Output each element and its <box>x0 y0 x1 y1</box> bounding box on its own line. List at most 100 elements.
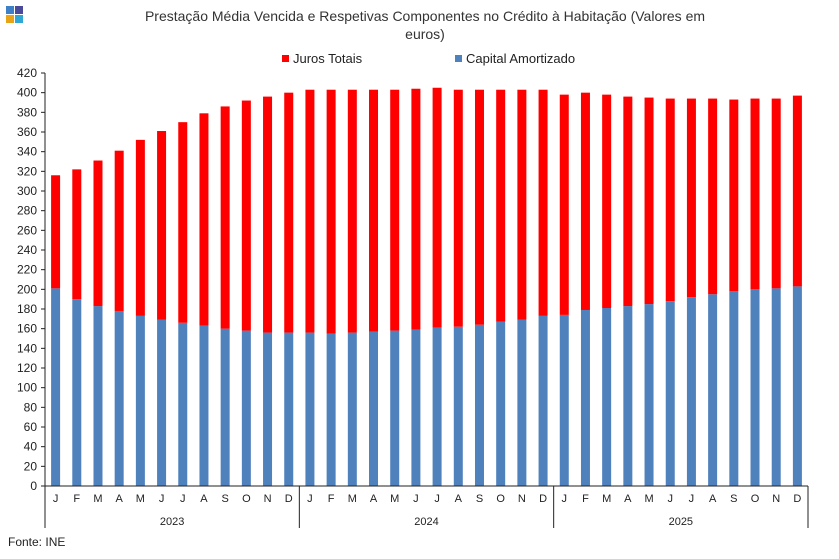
bar-juros-totais <box>729 99 739 292</box>
y-tick-label: 200 <box>17 282 37 296</box>
bar-juros-totais <box>220 106 230 329</box>
y-tick-label: 140 <box>17 341 37 355</box>
x-tick-label: D <box>285 493 293 505</box>
bar-capital-amortizado <box>644 304 654 486</box>
x-tick-label: J <box>159 493 165 505</box>
y-tick-label: 20 <box>24 459 38 473</box>
y-tick-label: 380 <box>17 105 37 119</box>
y-tick-label: 60 <box>24 420 38 434</box>
x-tick-label: O <box>751 493 760 505</box>
bar-juros-totais <box>559 94 569 315</box>
y-tick-label: 340 <box>17 145 37 159</box>
x-tick-label: J <box>689 493 695 505</box>
x-tick-label: J <box>307 493 313 505</box>
y-tick-label: 260 <box>17 223 37 237</box>
bar-juros-totais <box>665 98 675 302</box>
source-note: Fonte: INE <box>8 535 66 549</box>
bar-juros-totais <box>347 89 357 333</box>
x-tick-label: O <box>496 493 505 505</box>
legend-swatch <box>282 55 289 62</box>
x-tick-label: J <box>413 493 419 505</box>
logo <box>6 6 24 24</box>
bar-juros-totais <box>72 169 82 300</box>
bar-capital-amortizado <box>93 306 103 486</box>
bar-juros-totais <box>51 175 61 289</box>
legend-label: Capital Amortizado <box>466 51 575 66</box>
x-tick-label: J <box>667 493 673 505</box>
x-tick-label: N <box>264 493 272 505</box>
x-tick-label: A <box>624 493 632 505</box>
bar-juros-totais <box>580 92 590 310</box>
x-tick-label: J <box>562 493 568 505</box>
bar-capital-amortizado <box>750 289 760 486</box>
y-tick-label: 320 <box>17 164 37 178</box>
x-tick-label: F <box>582 493 589 505</box>
x-tick-label: O <box>242 493 251 505</box>
bar-capital-amortizado <box>114 310 124 486</box>
bar-capital-amortizado <box>432 327 442 486</box>
y-tick-label: 100 <box>17 381 37 395</box>
bar-capital-amortizado <box>538 315 548 486</box>
x-tick-label: J <box>53 493 59 505</box>
bar-juros-totais <box>474 89 484 325</box>
bar-juros-totais <box>241 100 251 331</box>
bar-capital-amortizado <box>517 319 527 486</box>
y-tick-label: 160 <box>17 322 37 336</box>
bar-capital-amortizado <box>178 322 188 486</box>
bar-juros-totais <box>432 87 442 328</box>
bar-juros-totais <box>326 89 336 334</box>
bar-capital-amortizado <box>474 324 484 486</box>
bar-capital-amortizado <box>305 332 315 486</box>
x-tick-label: J <box>180 493 186 505</box>
bar-juros-totais <box>792 95 802 287</box>
legend-swatch <box>455 55 462 62</box>
y-tick-label: 400 <box>17 86 37 100</box>
x-tick-label: S <box>221 493 228 505</box>
bar-capital-amortizado <box>220 328 230 486</box>
bar-juros-totais <box>93 160 103 307</box>
y-tick-label: 360 <box>17 125 37 139</box>
y-tick-label: 220 <box>17 263 37 277</box>
x-tick-label: A <box>200 493 208 505</box>
bar-capital-amortizado <box>157 319 167 486</box>
x-tick-label: A <box>709 493 717 505</box>
x-tick-label: S <box>730 493 737 505</box>
bar-capital-amortizado <box>602 308 612 486</box>
x-tick-label: N <box>518 493 526 505</box>
y-tick-label: 0 <box>30 479 37 493</box>
bar-juros-totais <box>114 150 124 311</box>
bar-capital-amortizado <box>326 333 336 486</box>
y-tick-label: 280 <box>17 204 37 218</box>
x-tick-label: M <box>602 493 611 505</box>
x-tick-label: S <box>476 493 483 505</box>
x-tick-label: F <box>73 493 80 505</box>
bar-capital-amortizado <box>284 332 294 486</box>
x-tick-label: M <box>348 493 357 505</box>
x-tick-label: D <box>793 493 801 505</box>
bar-capital-amortizado <box>241 330 251 486</box>
y-tick-label: 80 <box>24 400 38 414</box>
x-tick-label: F <box>328 493 335 505</box>
y-tick-label: 40 <box>24 440 38 454</box>
y-tick-label: 120 <box>17 361 37 375</box>
logo-square-1 <box>6 6 14 14</box>
bar-juros-totais <box>771 98 781 289</box>
bar-capital-amortizado <box>390 330 400 486</box>
bar-juros-totais <box>623 96 633 307</box>
bar-juros-totais <box>453 89 463 327</box>
bar-capital-amortizado <box>729 291 739 486</box>
x-axis: J F M A M J J A S O N D J F M A M J J A S O N D J F M A M J J A S O N D2023… <box>44 485 809 528</box>
bar-juros-totais <box>284 92 294 333</box>
bar-capital-amortizado <box>708 294 718 486</box>
bar-capital-amortizado <box>453 326 463 486</box>
bar-juros-totais <box>538 89 548 316</box>
bar-capital-amortizado <box>347 332 357 486</box>
bar-capital-amortizado <box>369 331 379 486</box>
bar-juros-totais <box>496 89 506 322</box>
x-tick-label: M <box>93 493 102 505</box>
y-axis: 0 20 40 60 80 100 120 140 160 180 200 220 240 260 280 3… <box>17 66 46 493</box>
y-tick-label: 180 <box>17 302 37 316</box>
bar-capital-amortizado <box>72 299 82 486</box>
bar-capital-amortizado <box>263 332 273 486</box>
